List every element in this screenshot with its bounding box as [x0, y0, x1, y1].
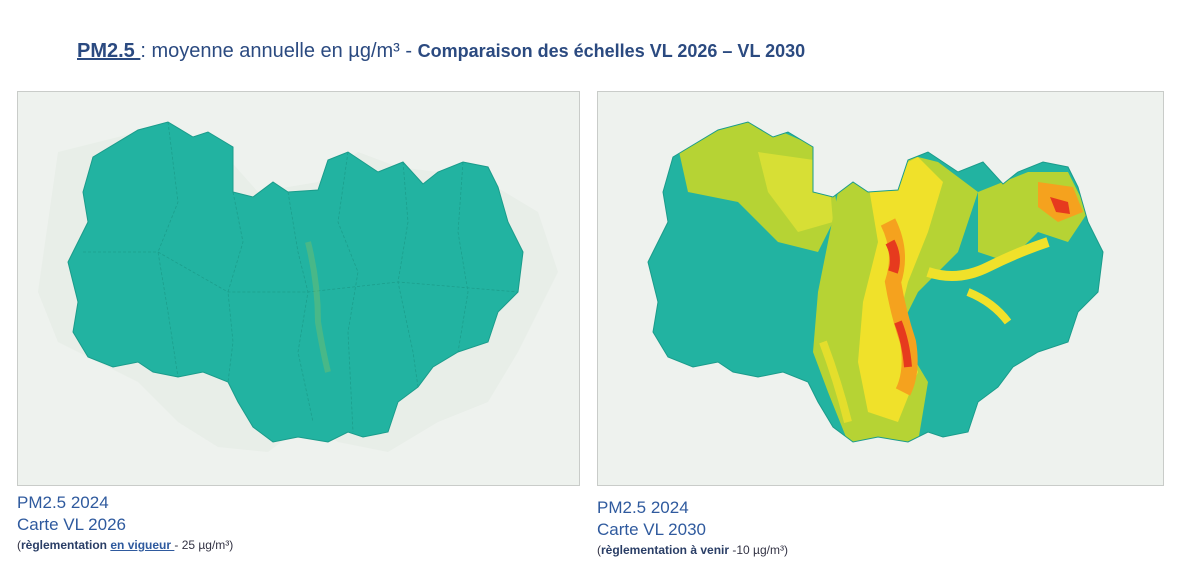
caption-vl-2030: PM2.5 2024 Carte VL 2030 (règlementation…: [597, 497, 788, 559]
note-bold: règlementation à venir: [601, 543, 733, 557]
title-comparison: Comparaison des échelles VL 2026 – VL 20…: [417, 41, 806, 61]
caption-vl-2026: PM2.5 2024 Carte VL 2026 (règlementation…: [17, 492, 233, 554]
map-vl-2030-svg: [598, 92, 1163, 485]
caption-regulation-note: (règlementation en vigueur - 25 µg/m³): [17, 536, 233, 554]
note-bold: règlementation: [21, 538, 111, 552]
map-vl-2026-svg: [18, 92, 579, 485]
department-borders: [83, 121, 519, 433]
title-pollutant: PM2.5: [77, 40, 141, 62]
caption-map-name: Carte VL 2026: [17, 515, 126, 534]
note-underlined: en vigueur: [110, 538, 175, 552]
caption-map-name: Carte VL 2030: [597, 520, 706, 539]
title-separator: :: [140, 40, 146, 62]
title-dash: -: [399, 40, 418, 62]
note-open: (: [17, 538, 21, 552]
note-limit: - 25 µg/m³): [174, 538, 234, 552]
page-title: PM2.5 : moyenne annuelle en µg/m³ - Comp…: [77, 40, 805, 63]
map-vl-2026: [17, 91, 580, 486]
title-description: moyenne annuelle en µg/m³: [145, 40, 400, 62]
note-open: (: [597, 543, 601, 557]
caption-regulation-note: (règlementation à venir -10 µg/m³): [597, 541, 788, 559]
caption-year: PM2.5 2024: [17, 493, 109, 512]
map-vl-2030: [597, 91, 1164, 486]
note-limit: -10 µg/m³): [732, 543, 788, 557]
region-outline: [67, 121, 524, 443]
caption-year: PM2.5 2024: [597, 498, 689, 517]
region-outline: [647, 121, 1104, 443]
rhone-valley-hint: [305, 241, 331, 373]
